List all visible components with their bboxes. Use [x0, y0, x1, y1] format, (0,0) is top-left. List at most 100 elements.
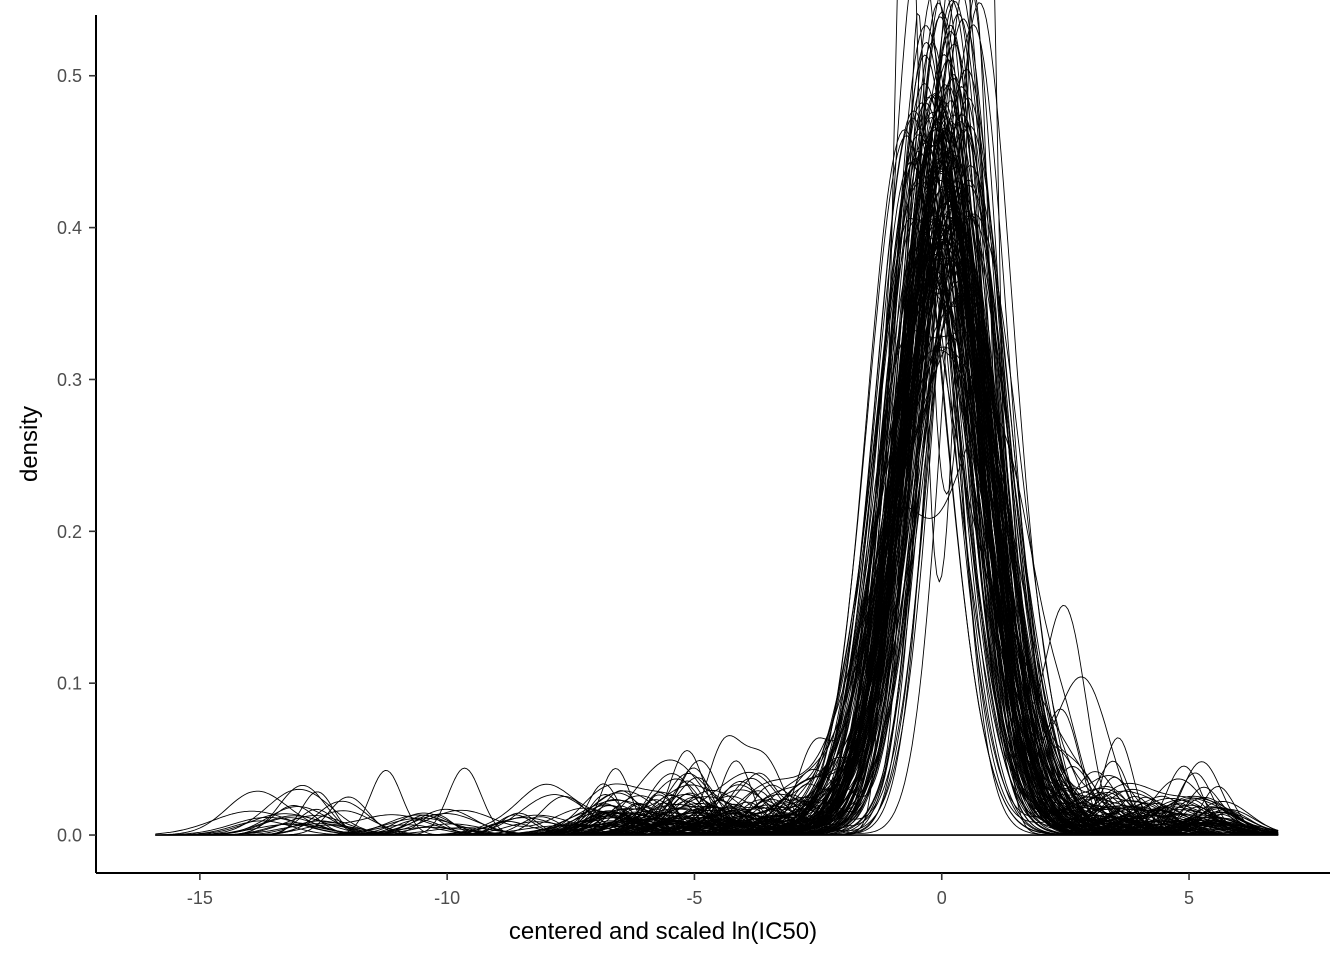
- density-curve: [155, 159, 1279, 836]
- density-curve: [155, 2, 1279, 836]
- density-curve: [155, 25, 1279, 836]
- density-curve: [155, 102, 1279, 836]
- density-curve: [155, 68, 1279, 836]
- density-curve: [155, 187, 1279, 836]
- density-curve: [155, 215, 1279, 836]
- density-curve: [155, 233, 1279, 836]
- density-curve: [155, 41, 1279, 836]
- density-curve: [155, 182, 1279, 836]
- density-curve: [155, 97, 1279, 836]
- density-curve: [155, 122, 1279, 836]
- density-curve: [155, 118, 1279, 836]
- density-curve: [155, 241, 1279, 836]
- density-curve: [155, 24, 1279, 836]
- density-curve: [155, 253, 1279, 836]
- density-curve: [155, 163, 1279, 836]
- density-curve: [155, 114, 1279, 836]
- density-curve: [155, 94, 1279, 836]
- density-curve: [155, 126, 1279, 836]
- density-curve: [155, 0, 1279, 836]
- x-tick-label: -10: [434, 888, 460, 908]
- density-curve: [155, 84, 1279, 836]
- density-curve: [155, 179, 1279, 836]
- density-curve: [155, 129, 1279, 836]
- density-curve: [155, 185, 1279, 836]
- density-curve: [155, 184, 1279, 836]
- density-curve: [155, 238, 1279, 836]
- density-curve: [155, 215, 1279, 836]
- density-curve-sharp: [155, 0, 1279, 836]
- density-curve: [155, 113, 1279, 836]
- density-curve: [155, 0, 1279, 836]
- density-curve: [155, 410, 1279, 836]
- density-curve: [155, 140, 1279, 836]
- density-curve: [155, 129, 1279, 836]
- density-curve: [155, 0, 1279, 836]
- density-curve: [155, 114, 1279, 836]
- density-curve: [155, 257, 1279, 836]
- density-curve: [155, 86, 1279, 836]
- y-axis-ticks: 0.0 0.1 0.2 0.3 0.4 0.5: [57, 66, 96, 846]
- density-curve: [155, 219, 1279, 836]
- density-curve: [155, 144, 1279, 836]
- density-curve: [155, 96, 1279, 836]
- density-curve: [155, 74, 1279, 836]
- density-curve: [155, 180, 1279, 836]
- density-curve: [155, 222, 1279, 836]
- density-curve: [155, 295, 1279, 836]
- density-curve: [155, 159, 1279, 836]
- density-curve: [155, 218, 1279, 836]
- x-axis-ticks: -15 -10 -5 0 5: [187, 873, 1194, 908]
- density-curve: [155, 214, 1279, 836]
- density-curve: [155, 129, 1279, 836]
- density-curve: [155, 110, 1279, 836]
- y-axis-title: density: [16, 406, 43, 482]
- density-curve: [155, 144, 1279, 836]
- density-curve: [155, 0, 1279, 836]
- density-curve: [155, 232, 1279, 836]
- density-curve: [155, 149, 1279, 836]
- density-curve: [155, 172, 1279, 836]
- density-curve: [155, 220, 1279, 836]
- density-curve: [155, 165, 1279, 836]
- density-curve: [155, 330, 1279, 836]
- axes: -15 -10 -5 0 5 0.0 0.1 0.2 0.3 0.4 0.5: [57, 15, 1330, 908]
- y-tick-label: 0.3: [57, 370, 82, 390]
- density-curve: [155, 125, 1279, 836]
- density-curve: [155, 93, 1279, 836]
- density-curve: [155, 128, 1279, 836]
- density-curve: [155, 106, 1279, 836]
- density-curve: [155, 257, 1279, 836]
- density-curve: [155, 241, 1279, 836]
- density-curve: [155, 162, 1279, 836]
- density-curve: [155, 59, 1279, 836]
- density-curve: [155, 142, 1279, 836]
- density-curve: [155, 85, 1279, 836]
- density-curve: [155, 177, 1279, 836]
- density-curve: [155, 225, 1279, 836]
- density-curve: [155, 218, 1279, 836]
- density-curve: [155, 184, 1279, 836]
- density-curve: [155, 93, 1279, 836]
- density-curve: [155, 189, 1279, 836]
- density-curve: [155, 31, 1279, 836]
- density-curve: [155, 240, 1279, 836]
- y-tick-label: 0.2: [57, 522, 82, 542]
- density-curve: [155, 160, 1279, 836]
- density-curve: [155, 25, 1279, 836]
- density-curve: [155, 161, 1279, 836]
- density-curve: [155, 190, 1279, 836]
- y-tick-label: 0.0: [57, 826, 82, 846]
- density-curve: [155, 305, 1279, 836]
- density-curve: [155, 13, 1279, 836]
- density-curve: [155, 127, 1279, 836]
- density-curve: [155, 127, 1279, 836]
- density-curve: [155, 161, 1279, 836]
- density-curve: [155, 289, 1279, 836]
- density-curve: [155, 225, 1279, 836]
- density-curve: [155, 216, 1279, 836]
- density-curve: [155, 134, 1279, 836]
- density-curve: [155, 54, 1279, 836]
